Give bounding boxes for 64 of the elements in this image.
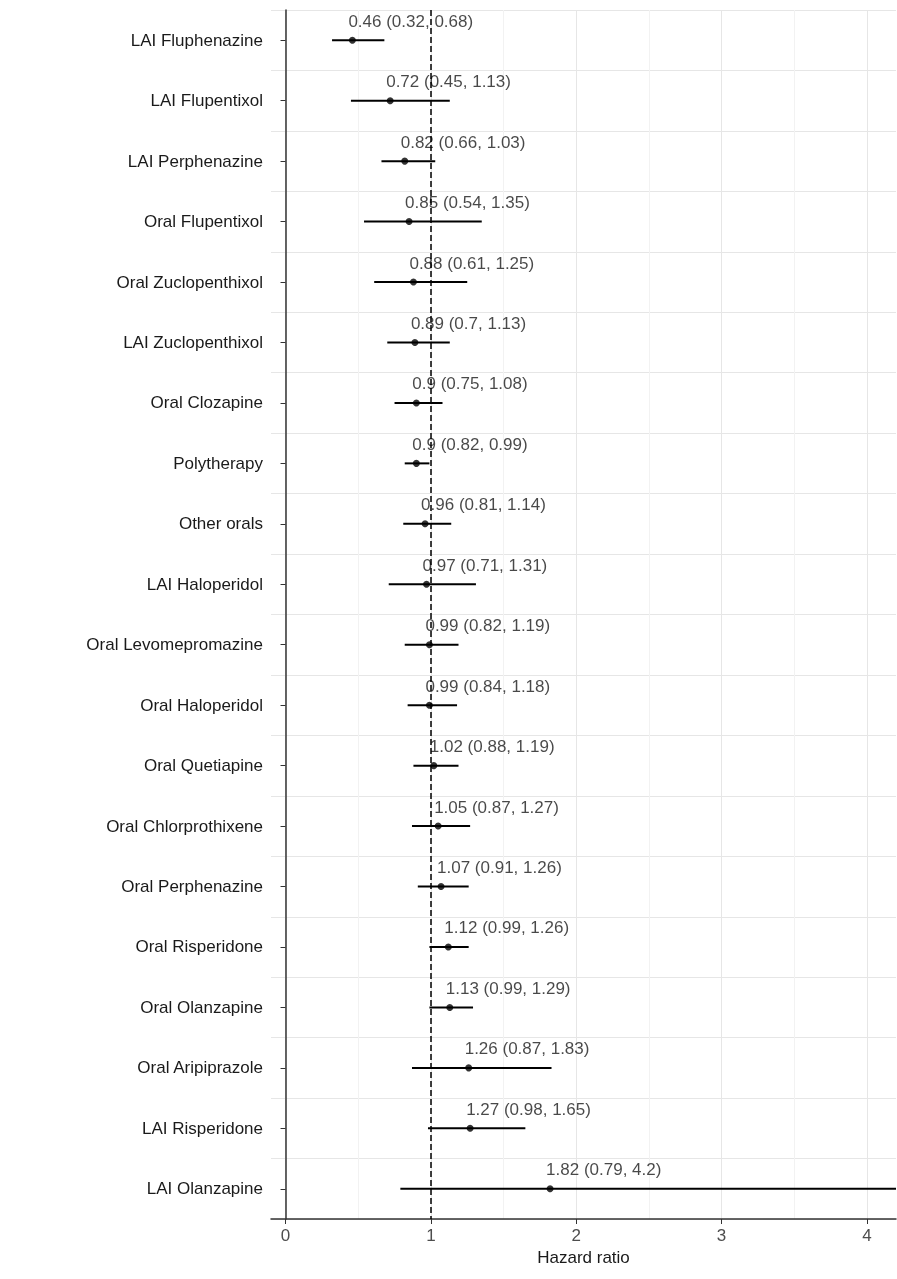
point [401,157,409,165]
y-tick-label: Polytherapy [173,453,264,473]
y-tick-label: LAI Zuclopenthixol [123,332,263,352]
y-tick-label: Oral Risperidone [135,937,263,957]
point [430,762,438,770]
data-label: 0.85 (0.54, 1.35) [405,193,530,213]
point [546,1185,554,1193]
data-label: 0.99 (0.82, 1.19) [425,616,551,636]
point [405,218,413,226]
data-label: 1.02 (0.88, 1.19) [429,737,555,757]
y-tick-label: Other orals [178,514,263,534]
data-label: 1.07 (0.91, 1.26) [437,858,562,878]
x-tick-label: 2 [571,1226,581,1245]
y-tick-label: Oral Zuclopenthixol [116,272,263,292]
data-label: 0.99 (0.84, 1.18) [425,676,551,696]
data-label: 0.88 (0.61, 1.25) [409,253,535,273]
data-label: 0.97 (0.71, 1.31) [422,555,548,575]
point [437,883,445,891]
y-tick-label: LAI Risperidone [142,1118,263,1138]
data-label: 1.82 (0.79, 4.2) [546,1160,662,1180]
point [444,943,452,951]
x-tick-label: 3 [716,1226,727,1245]
data-label: 0.72 (0.45, 1.13) [386,72,511,92]
point [434,822,442,830]
y-tick-label: Oral Quetiapine [143,756,263,776]
x-tick-label: 4 [862,1226,872,1245]
point [409,278,417,286]
data-label: 0.96 (0.81, 1.14) [421,495,546,515]
data-label: 1.26 (0.87, 1.83) [464,1039,590,1059]
y-tick-label: Oral Levomepromazine [86,635,263,655]
y-tick-label: Oral Clozapine [150,393,263,413]
data-label: 0.89 (0.7, 1.13) [410,313,527,333]
x-tick-label: 1 [426,1226,436,1245]
data-label: 1.05 (0.87, 1.27) [434,797,559,817]
point [466,1124,474,1132]
y-tick-label: Oral Olanzapine [140,997,263,1017]
point [421,520,429,528]
x-tick-label: 0 [280,1226,291,1245]
x-axis-title: Hazard ratio [537,1248,630,1267]
point [412,399,420,407]
y-tick-label: Oral Haloperidol [140,695,263,715]
y-tick-label: LAI Fluphenazine [130,30,263,50]
y-tick-label: Oral Aripiprazole [137,1058,263,1078]
point [411,338,419,346]
data-label: 1.27 (0.98, 1.65) [466,1099,591,1119]
y-tick-label: Oral Flupentixol [143,212,263,232]
y-tick-label: LAI Perphenazine [127,151,263,171]
y-tick-label: Oral Perphenazine [121,877,263,897]
point [412,459,420,467]
data-label: 0.82 (0.66, 1.03) [400,132,526,152]
data-label: 0.9 (0.75, 1.08) [412,374,528,394]
data-label: 1.12 (0.99, 1.26) [444,918,570,938]
point [348,36,356,44]
data-label: 1.13 (0.99, 1.29) [445,978,571,998]
point [446,1003,454,1011]
y-tick-label: LAI Haloperidol [146,574,263,594]
data-label: 0.9 (0.82, 0.99) [412,434,528,454]
point [465,1064,473,1072]
y-tick-label: Oral Chlorprothixene [106,816,263,836]
data-label: 0.46 (0.32, 0.68) [348,11,474,31]
point [423,580,431,588]
y-tick-label: LAI Olanzapine [146,1179,263,1199]
y-tick-label: LAI Flupentixol [150,91,263,111]
point [386,97,394,105]
